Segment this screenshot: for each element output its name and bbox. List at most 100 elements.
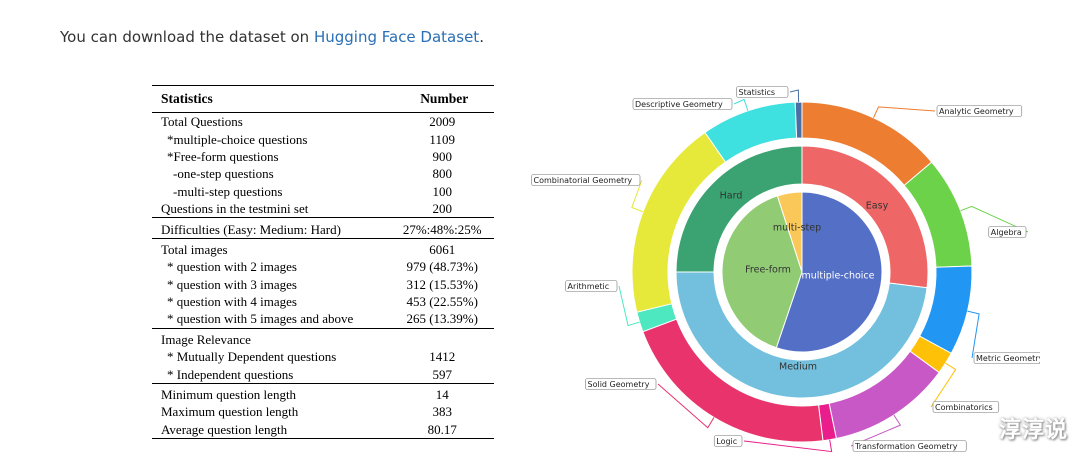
number-header: Number bbox=[420, 91, 469, 106]
table-row: * question with 2 images 979 (48.73%) bbox=[152, 258, 494, 275]
leader-arithmetic bbox=[618, 285, 640, 327]
stat-value: 265 (13.39%) bbox=[406, 311, 478, 327]
intro-text: You can download the dataset on Hugging … bbox=[60, 28, 484, 46]
label-analytic-geometry: Analytic Geometry bbox=[939, 107, 1014, 116]
label-combinatorics: Combinatorics bbox=[935, 403, 993, 412]
slice-multiple-choice[interactable] bbox=[775, 191, 883, 353]
leader-combinatorial-geometry bbox=[631, 179, 644, 213]
stat-label: * Independent questions bbox=[167, 366, 294, 382]
stat-value: 900 bbox=[432, 148, 452, 164]
label-box-solid-geometry bbox=[585, 378, 657, 390]
label-descriptive-geometry: Descriptive Geometry bbox=[635, 100, 723, 109]
slice-medium[interactable] bbox=[675, 271, 928, 399]
table-header-row: Statistics Number bbox=[152, 85, 494, 113]
label-box-descriptive-geometry bbox=[632, 98, 733, 110]
table-row: -multi-step questions 100 bbox=[152, 183, 494, 200]
label-box-transformation-geometry bbox=[852, 440, 967, 452]
label-arithmetic: Arithmetic bbox=[568, 282, 610, 291]
table-row: * question with 4 images 453 (22.55%) bbox=[152, 293, 494, 310]
stat-value: 979 (48.73%) bbox=[406, 259, 478, 275]
slice-multi-step[interactable] bbox=[776, 191, 803, 273]
label-multiple-choice: multiple-choice bbox=[802, 271, 875, 282]
label-box-analytic-geometry bbox=[936, 105, 1023, 117]
stat-label: Minimum question length bbox=[152, 382, 395, 404]
watermark: 淳淳说 bbox=[998, 418, 1068, 443]
stat-label: Total Questions bbox=[161, 114, 243, 130]
stat-value: 100 bbox=[432, 183, 452, 199]
stat-value: 383 bbox=[432, 404, 452, 420]
stat-value: 80.17 bbox=[394, 420, 494, 440]
slice-free-form[interactable] bbox=[721, 195, 803, 349]
table-row: Total images 6061 bbox=[152, 237, 494, 259]
label-box-statistics bbox=[736, 86, 789, 98]
stat-label: Average question length bbox=[152, 420, 395, 440]
statistics-table: Statistics Number Total Questions 2009 *mu… bbox=[152, 85, 494, 440]
stat-label: Image Relevance bbox=[152, 327, 395, 349]
leader-metric-geometry bbox=[967, 310, 980, 359]
table-row: * Independent questions 597 bbox=[152, 365, 494, 383]
hugging-face-dataset-link[interactable]: Hugging Face Dataset bbox=[313, 28, 480, 46]
leader-analytic-geometry bbox=[873, 106, 936, 118]
label-medium: Medium bbox=[779, 362, 817, 373]
stat-value: 200 bbox=[432, 201, 452, 217]
leader-statistics bbox=[789, 89, 800, 103]
table-row: *multiple-choice questions 1109 bbox=[152, 130, 494, 147]
stat-label: *multiple-choice questions bbox=[167, 131, 308, 147]
stat-value: 312 (15.53%) bbox=[406, 276, 478, 292]
label-combinatorial-geometry: Combinatorial Geometry bbox=[534, 176, 633, 185]
label-box-arithmetic bbox=[565, 280, 618, 292]
leader-combinatorics bbox=[930, 362, 957, 408]
stat-label: * question with 5 images and above bbox=[167, 311, 354, 327]
leader-algebra bbox=[960, 205, 1029, 233]
label-algebra: Algebra bbox=[991, 228, 1022, 237]
table-row: *Free-form questions 900 bbox=[152, 148, 494, 165]
label-hard: Hard bbox=[720, 191, 743, 202]
table-row: -one-step questions 800 bbox=[152, 165, 494, 182]
dataset-sunburst-chart: multiple-choice Free-form multi-step Easy Me… bbox=[531, 86, 1040, 453]
stat-value: 1412 bbox=[429, 349, 456, 365]
stat-label: -multi-step questions bbox=[173, 183, 283, 199]
stat-label: Maximum question length bbox=[161, 404, 299, 420]
stat-label: * Mutually Dependent questions bbox=[167, 349, 337, 365]
leader-transformation-geometry bbox=[850, 414, 902, 447]
table-row: * question with 5 images and above 265 (1… bbox=[152, 310, 494, 328]
table-row: * Mutually Dependent questions 1412 bbox=[152, 348, 494, 365]
label-box-combinatorics bbox=[932, 401, 1000, 413]
table-body: Total Questions 2009 *multiple-choice ques… bbox=[152, 113, 494, 440]
table-row: * question with 3 images 312 (15.53%) bbox=[152, 276, 494, 293]
stat-value: 800 bbox=[432, 166, 452, 182]
stat-label: Total images bbox=[152, 237, 395, 259]
table-row: Maximum question length 383 bbox=[152, 403, 494, 420]
statistics-header: Statistics bbox=[161, 91, 213, 106]
stat-value: 597 bbox=[432, 366, 452, 382]
stat-value: 2009 bbox=[429, 114, 456, 130]
table-row: Image Relevance bbox=[152, 327, 494, 349]
stat-label: Questions in the testmini set bbox=[161, 201, 309, 217]
stat-value: 453 (22.55%) bbox=[406, 294, 478, 310]
label-box-logic bbox=[713, 435, 743, 447]
table-row: Questions in the testmini set 200 bbox=[152, 200, 494, 218]
stat-value: 27%:48%:25% bbox=[394, 217, 494, 239]
label-logic: Logic bbox=[716, 437, 737, 446]
leader-descriptive-geometry bbox=[733, 98, 749, 111]
label-statistics: Statistics bbox=[739, 88, 776, 97]
stat-value: 1109 bbox=[429, 131, 455, 147]
label-box-algebra bbox=[988, 226, 1027, 238]
table-row: Difficulties (Easy: Medium: Hard) 27%:48%… bbox=[152, 217, 494, 239]
slice-statistics[interactable] bbox=[794, 101, 803, 139]
leader-logic bbox=[743, 439, 833, 453]
stat-value bbox=[394, 327, 494, 349]
slice-hard[interactable] bbox=[675, 145, 803, 273]
label-solid-geometry: Solid Geometry bbox=[588, 380, 650, 389]
table-row: Average question length 80.17 bbox=[152, 420, 494, 440]
label-easy: Easy bbox=[866, 201, 889, 212]
label-box-combinatorial-geometry bbox=[531, 174, 641, 186]
intro-prefix: You can download the dataset on bbox=[60, 28, 314, 46]
label-multi-step: multi-step bbox=[773, 223, 821, 234]
table-row: Total Questions 2009 bbox=[152, 113, 494, 131]
stat-label: * question with 2 images bbox=[167, 259, 297, 275]
intro-suffix: . bbox=[479, 28, 484, 46]
table-row: Minimum question length 14 bbox=[152, 382, 494, 404]
stat-value: 6061 bbox=[394, 237, 494, 259]
label-box-metric-geometry bbox=[973, 352, 1040, 364]
